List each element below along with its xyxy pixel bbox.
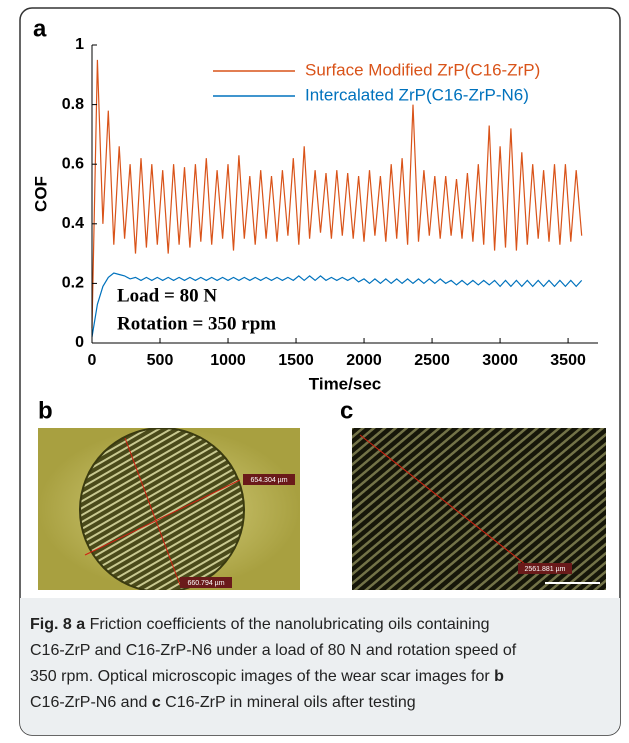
x-tick-label: 1500 [278, 352, 314, 369]
y-tick-label: 0.4 [62, 215, 84, 232]
panel-label: b [38, 397, 53, 424]
y-tick-label: 0.8 [62, 96, 84, 113]
x-axis-label: Time/sec [309, 374, 381, 393]
caption-line: Fig. 8 a Friction coefficients of the na… [30, 612, 615, 638]
annotation: Rotation = 350 rpm [117, 313, 276, 334]
measurement: 654.304 µm [250, 477, 287, 484]
micrograph [352, 428, 606, 590]
caption: Fig. 8 a Friction coefficients of the na… [30, 612, 615, 716]
annotation: Load = 80 N [117, 285, 217, 306]
caption-run: a [76, 616, 86, 633]
x-tick-label: 2000 [346, 352, 382, 369]
series-line [91, 59, 583, 329]
caption-line: C16-ZrP and C16-ZrP-N6 under a load of 8… [30, 638, 615, 664]
caption-run: Friction coefficients of the nanolubrica… [85, 616, 490, 633]
caption-run: 350 rpm. Optical microscopic images of t… [30, 668, 495, 685]
legend-label: Surface Modified ZrP(C16-ZrP) [305, 60, 540, 79]
micrograph [38, 428, 300, 590]
measurement: 2561.881 µm [524, 566, 565, 573]
x-tick-label: 3500 [550, 352, 586, 369]
panel-label: c [340, 397, 353, 424]
measurement: 660.794 µm [187, 580, 224, 587]
caption-line: 350 rpm. Optical microscopic images of t… [30, 664, 615, 690]
caption-run: C16-ZrP-N6 and [30, 694, 152, 711]
x-tick-label: 500 [147, 352, 174, 369]
x-tick-label: 0 [88, 352, 97, 369]
caption-run: Fig. 8 [30, 616, 72, 633]
x-tick-label: 1000 [210, 352, 246, 369]
caption-line: C16-ZrP-N6 and c C16-ZrP in mineral oils… [30, 690, 615, 716]
y-tick-label: 0.6 [62, 155, 84, 172]
caption-run: C16-ZrP in mineral oils after testing [160, 694, 416, 711]
y-tick-label: 1 [75, 36, 84, 53]
panel-label: a [33, 15, 47, 42]
caption-run: c [151, 694, 161, 711]
series-line [91, 272, 583, 338]
caption-run: C16-ZrP and C16-ZrP-N6 under a load of 8… [30, 642, 517, 659]
caption-run: b [494, 668, 504, 685]
y-tick-label: 0.2 [62, 275, 84, 292]
y-axis-label: COF [31, 176, 50, 212]
x-tick-label: 3000 [482, 352, 518, 369]
y-tick-label: 0 [75, 334, 84, 351]
x-tick-label: 2500 [414, 352, 450, 369]
legend-label: Intercalated ZrP(C16-ZrP-N6) [305, 85, 529, 104]
plot: Surface Modified ZrP(C16-ZrP) Intercalate… [31, 36, 598, 393]
caption-bg [20, 598, 620, 735]
